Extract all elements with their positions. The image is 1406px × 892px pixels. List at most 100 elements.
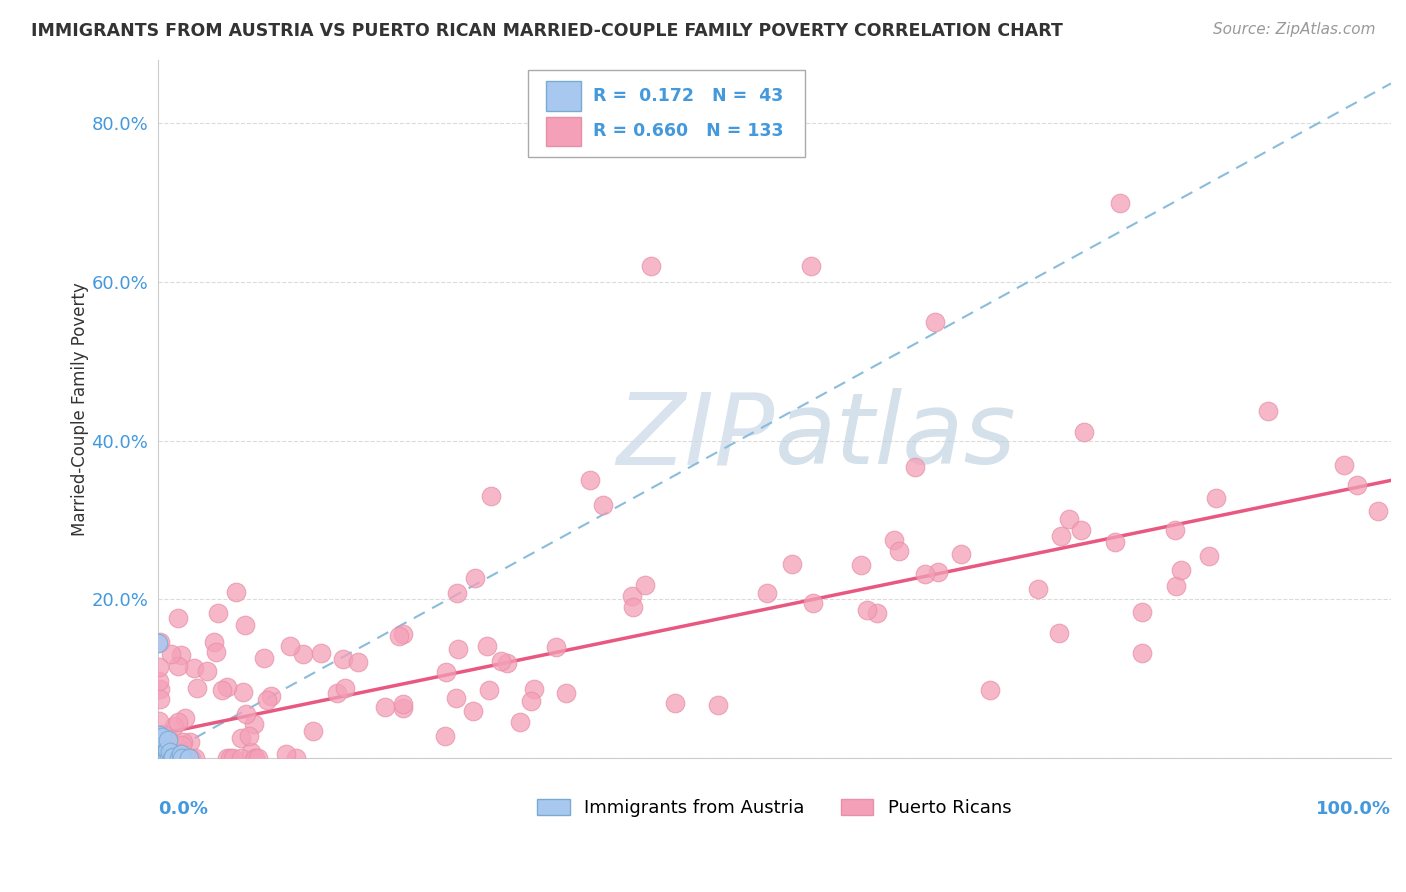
Point — [156, 731, 179, 745]
Text: Source: ZipAtlas.com: Source: ZipAtlas.com — [1212, 22, 1375, 37]
Point — [148, 714, 170, 728]
Point — [183, 751, 205, 765]
Point — [221, 751, 243, 765]
Point — [707, 698, 730, 712]
Point — [914, 567, 936, 582]
Point — [153, 751, 176, 765]
Point — [392, 697, 415, 711]
Point — [1047, 626, 1070, 640]
Point — [391, 627, 413, 641]
Point — [463, 571, 485, 585]
Point — [225, 585, 247, 599]
Point — [1073, 425, 1095, 439]
Point — [148, 751, 170, 765]
Point — [446, 585, 468, 599]
Point — [150, 750, 173, 764]
Point — [179, 734, 201, 748]
Point — [152, 727, 174, 741]
Text: 0.0%: 0.0% — [157, 800, 208, 818]
Point — [148, 735, 170, 749]
Point — [374, 700, 396, 714]
Point — [578, 474, 600, 488]
Point — [146, 736, 169, 750]
Point — [166, 715, 188, 730]
Point — [172, 751, 194, 765]
Text: R =  0.172   N =  43: R = 0.172 N = 43 — [593, 87, 783, 105]
Point — [152, 751, 174, 765]
Point — [433, 729, 456, 743]
Point — [523, 681, 546, 696]
Point — [167, 659, 190, 673]
Point — [233, 617, 256, 632]
Point — [240, 745, 263, 759]
Point — [332, 652, 354, 666]
FancyBboxPatch shape — [547, 81, 581, 111]
Point — [149, 751, 172, 765]
Point — [284, 751, 307, 765]
Point — [229, 731, 252, 745]
Point — [150, 750, 173, 764]
Point — [496, 656, 519, 670]
Point — [150, 748, 173, 763]
Point — [148, 750, 170, 764]
Point — [247, 751, 270, 765]
Text: R = 0.660   N = 133: R = 0.660 N = 133 — [593, 122, 783, 140]
Point — [207, 606, 229, 620]
Point — [302, 724, 325, 739]
Point — [149, 682, 172, 697]
Point — [163, 718, 186, 732]
Point — [1367, 504, 1389, 518]
Point — [1070, 523, 1092, 537]
Point — [800, 259, 823, 273]
Point — [333, 681, 356, 695]
Point — [166, 611, 188, 625]
Point — [148, 747, 170, 762]
Point — [146, 750, 169, 764]
Point — [1198, 549, 1220, 564]
Point — [887, 543, 910, 558]
Point — [640, 259, 662, 273]
Point — [170, 747, 193, 761]
Point — [780, 557, 803, 571]
Point — [276, 747, 298, 761]
Point — [544, 640, 567, 654]
Point — [475, 639, 498, 653]
Text: ZIP: ZIP — [616, 388, 775, 485]
Point — [146, 745, 169, 759]
Point — [1333, 458, 1355, 472]
Point — [280, 640, 302, 654]
Point — [157, 733, 180, 747]
Point — [159, 751, 181, 765]
Point — [148, 728, 170, 742]
Point — [162, 750, 184, 764]
Point — [259, 689, 281, 703]
Point — [1257, 404, 1279, 418]
Point — [170, 739, 193, 753]
Point — [856, 603, 879, 617]
Point — [478, 683, 501, 698]
Point — [1130, 605, 1153, 619]
FancyBboxPatch shape — [527, 70, 806, 157]
Point — [1205, 491, 1227, 505]
Point — [183, 661, 205, 675]
Point — [391, 701, 413, 715]
Point — [146, 636, 169, 650]
Point — [866, 606, 889, 620]
Point — [1026, 582, 1049, 596]
Point — [170, 648, 193, 663]
Point — [148, 749, 170, 764]
Point — [924, 315, 946, 329]
Point — [150, 730, 173, 744]
Point — [1166, 579, 1188, 593]
Point — [176, 751, 198, 765]
Point — [150, 747, 173, 762]
Point — [149, 749, 172, 764]
Point — [235, 707, 257, 722]
Point — [801, 597, 824, 611]
Text: 100.0%: 100.0% — [1316, 800, 1391, 818]
Point — [150, 751, 173, 765]
Point — [148, 660, 170, 674]
Point — [326, 686, 349, 700]
Point — [148, 751, 170, 765]
Point — [157, 751, 180, 765]
